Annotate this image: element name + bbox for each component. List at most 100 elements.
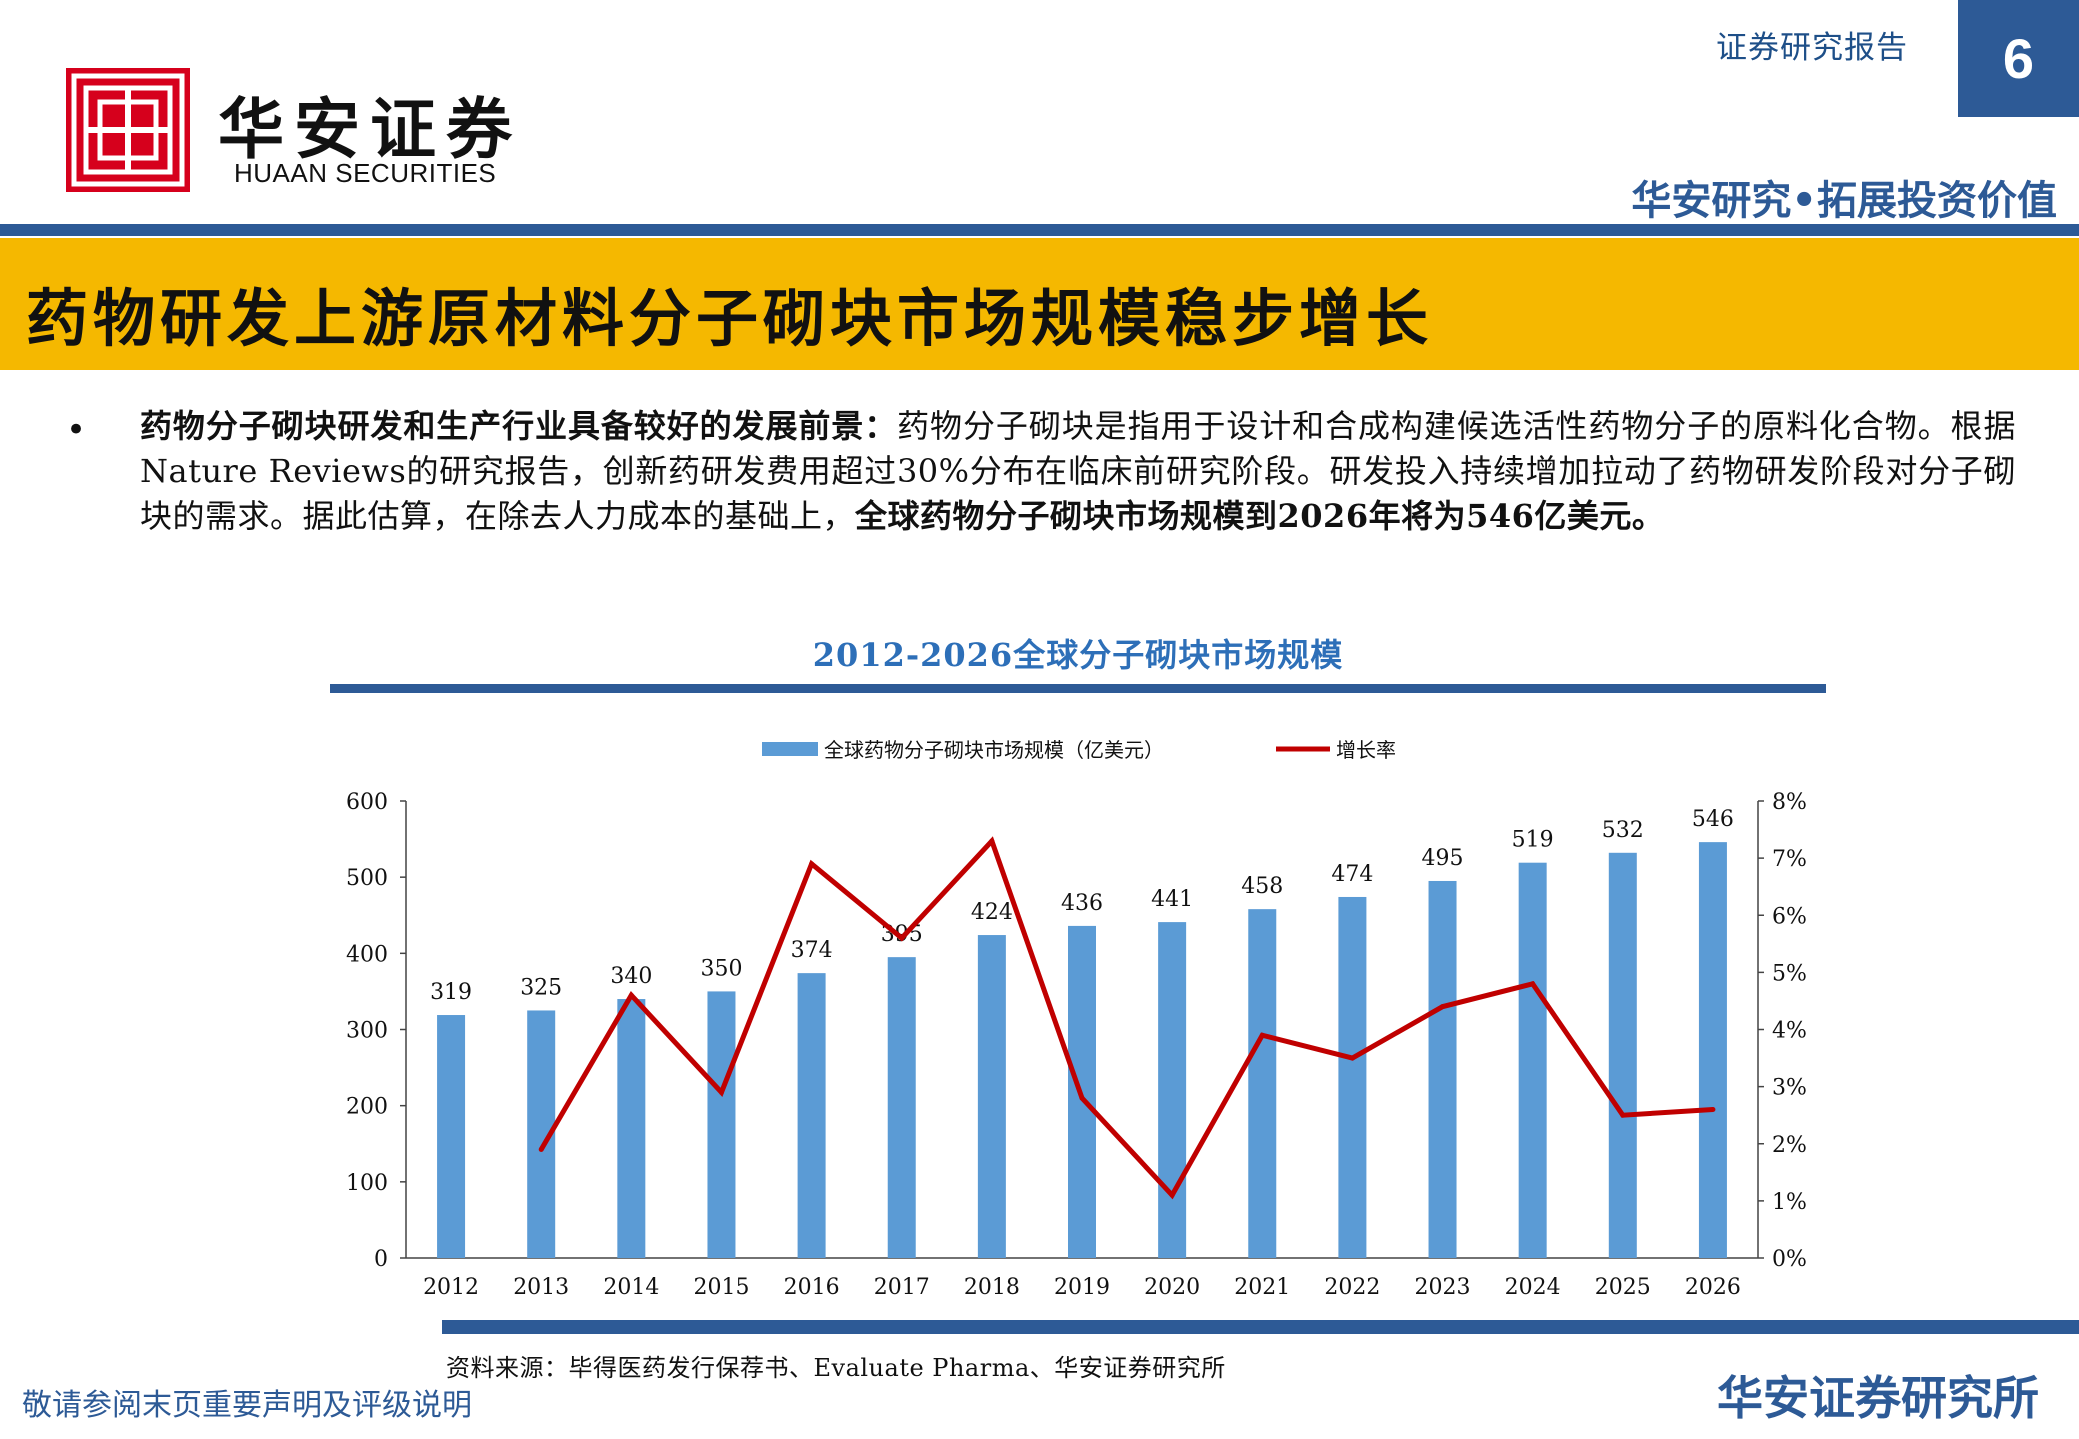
growth-point-2019 <box>1079 1095 1085 1101</box>
chart-legend: 全球药物分子砌块市场规模（亿美元） 增长率 <box>762 738 1396 762</box>
bar-2024 <box>1518 862 1547 1258</box>
header-slogan: 华安研究•拓展投资价值 <box>1631 178 2057 224</box>
body-paragraph: 药物分子砌块研发和生产行业具备较好的发展前景：药物分子砌块是指用于设计和合成构建… <box>140 404 2016 539</box>
growth-point-2024 <box>1530 981 1536 987</box>
growth-point-2018 <box>989 838 995 844</box>
left-axis-tick-label: 500 <box>346 866 388 891</box>
bar-label-2015: 350 <box>700 956 742 981</box>
growth-point-2014 <box>628 992 634 998</box>
title-band <box>0 238 2079 370</box>
bar-label-2016: 374 <box>791 938 833 963</box>
bullet-marker: • <box>66 410 87 450</box>
x-tick-label-2019: 2019 <box>1054 1275 1110 1300</box>
footer-disclaimer: 敬请参阅末页重要声明及评级说明 <box>22 1388 472 1423</box>
growth-rate-series <box>538 836 1716 1200</box>
bar-label-2020: 441 <box>1151 887 1193 912</box>
right-axis-tick-label: 6% <box>1772 904 1807 929</box>
x-tick-label-2024: 2024 <box>1505 1275 1561 1300</box>
bar-label-2012: 319 <box>430 980 472 1005</box>
chart-title-divider <box>330 684 1826 693</box>
bar-2022 <box>1338 896 1367 1258</box>
bar-2017 <box>887 957 916 1258</box>
body-text: 药物分子砌块是指用于设计和合成构建候选活性药物分子的原料化合物。根据Nature… <box>140 407 2016 535</box>
source-note: 资料来源：毕得医药发行保荐书、Evaluate Pharma、华安证券研究所 <box>446 1354 1226 1382</box>
report-type-label: 证券研究报告 <box>1716 30 1908 66</box>
growth-point-2015 <box>718 1089 724 1095</box>
x-tick-label-2013: 2013 <box>513 1275 569 1300</box>
growth-point-2017 <box>899 935 905 941</box>
legend-bar-label: 全球药物分子砌块市场规模（亿美元） <box>824 738 1164 762</box>
chart-title: 2012-2026全球分子砌块市场规模 <box>812 636 1344 674</box>
x-tick-label-2025: 2025 <box>1595 1275 1651 1300</box>
bar-label-2026: 546 <box>1692 807 1734 832</box>
bar-2016 <box>797 973 826 1258</box>
left-axis-tick-label: 200 <box>346 1095 388 1120</box>
legend-line-label: 增长率 <box>1336 738 1396 762</box>
x-tick-label-2022: 2022 <box>1324 1275 1380 1300</box>
bar-2012 <box>437 1015 466 1258</box>
bar-2020 <box>1158 922 1187 1258</box>
left-axis-tick-label: 400 <box>346 942 388 967</box>
left-axis-tick-label: 600 <box>346 790 388 815</box>
x-tick-label-2017: 2017 <box>874 1275 930 1300</box>
source-divider <box>442 1320 2079 1334</box>
growth-point-2025 <box>1620 1112 1626 1118</box>
bar-label-2024: 519 <box>1512 828 1554 853</box>
right-axis-tick-label: 8% <box>1772 790 1807 815</box>
bar-2026 <box>1698 842 1727 1258</box>
x-tick-label-2016: 2016 <box>784 1275 840 1300</box>
bar-2023 <box>1428 880 1457 1258</box>
growth-point-2021 <box>1259 1032 1265 1038</box>
x-tick-label-2026: 2026 <box>1685 1275 1741 1300</box>
right-axis-tick-label: 7% <box>1772 847 1807 872</box>
bar-2015 <box>707 991 736 1258</box>
growth-point-2022 <box>1349 1055 1355 1061</box>
x-tick-label-2020: 2020 <box>1144 1275 1200 1300</box>
growth-point-2020 <box>1169 1192 1175 1198</box>
x-tick-label-2012: 2012 <box>423 1275 479 1300</box>
logo-chinese-name: 华安证券 <box>218 90 522 168</box>
left-axis-tick-label: 0 <box>374 1247 388 1272</box>
right-axis-tick-label: 3% <box>1772 1076 1807 1101</box>
left-axis-tick-label: 300 <box>346 1019 388 1044</box>
x-tick-label-2014: 2014 <box>603 1275 659 1300</box>
footer-org-name: 华安证券研究所 <box>1717 1371 2039 1425</box>
bar-2014 <box>617 999 646 1258</box>
bar-series <box>437 842 1727 1258</box>
legend-bar-swatch <box>762 742 818 756</box>
body-lead-bold: 药物分子砌块研发和生产行业具备较好的发展前景： <box>140 407 898 445</box>
bar-label-2025: 532 <box>1602 818 1644 843</box>
growth-point-2023 <box>1440 1004 1446 1010</box>
page-number-badge: 6 <box>1958 0 2079 117</box>
header-divider <box>0 224 2079 236</box>
x-tick-label-2018: 2018 <box>964 1275 1020 1300</box>
left-axis-tick-label: 100 <box>346 1171 388 1196</box>
growth-point-2016 <box>809 861 815 867</box>
logo-english-name: HUAAN SECURITIES <box>234 158 497 188</box>
bar-2018 <box>977 935 1006 1258</box>
right-axis-tick-label: 5% <box>1772 961 1807 986</box>
bar-2025 <box>1608 852 1637 1258</box>
growth-point-2013 <box>538 1146 544 1152</box>
growth-rate-line <box>539 836 1714 1200</box>
x-axis-tick-labels: 2012 2013 2014 2015 2016 2017 2018 2019 2020 2021… <box>423 1275 1741 1300</box>
bar-label-2019: 436 <box>1061 891 1103 916</box>
bar-label-2023: 495 <box>1422 846 1464 871</box>
bar-label-2014: 340 <box>610 964 652 989</box>
left-axis-tick-labels: 0 100 200 300 400 500 600 <box>346 790 388 1272</box>
bar-label-2021: 458 <box>1241 874 1283 899</box>
right-axis-tick-label: 2% <box>1772 1133 1807 1158</box>
right-axis-tick-label: 1% <box>1772 1190 1807 1215</box>
bar-2021 <box>1248 909 1277 1258</box>
right-axis-tick-label: 4% <box>1772 1019 1807 1044</box>
bar-label-2018: 424 <box>971 900 1013 925</box>
body-tail-bold: 全球药物分子砌块市场规模到2026年将为546亿美元。 <box>855 497 1665 535</box>
page-title: 药物研发上游原材料分子砌块市场规模稳步增长 <box>26 282 1434 355</box>
bar-label-2013: 325 <box>520 975 562 1000</box>
x-tick-label-2023: 2023 <box>1415 1275 1471 1300</box>
x-tick-label-2015: 2015 <box>693 1275 749 1300</box>
growth-point-2026 <box>1710 1106 1716 1112</box>
x-tick-label-2021: 2021 <box>1234 1275 1290 1300</box>
